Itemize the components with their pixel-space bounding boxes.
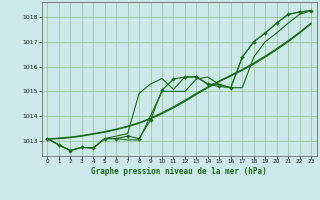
- X-axis label: Graphe pression niveau de la mer (hPa): Graphe pression niveau de la mer (hPa): [91, 167, 267, 176]
